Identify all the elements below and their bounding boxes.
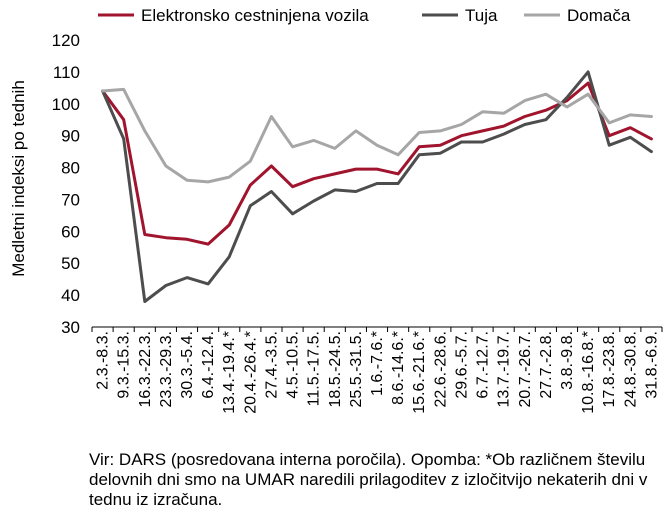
y-tick-label: 110	[53, 63, 80, 82]
x-tick-label: 9.3.-15.3.	[116, 331, 133, 399]
x-tick-label: 20.4.-26.4.*	[242, 331, 259, 414]
legend-label: Elektronsko cestninjena vozila	[141, 6, 369, 25]
y-tick-label: 70	[61, 190, 80, 209]
y-axis-title: Medletni indeksi po tednih	[9, 80, 28, 277]
legend-label: Tuja	[465, 6, 498, 25]
x-tick-label: 15.6.-21.6.*	[411, 331, 428, 414]
x-tick-label: 17.8.-23.8.	[601, 331, 618, 408]
x-tick-label: 31.8.-6.9.	[643, 331, 660, 399]
x-tick-label: 6.4.-12.4.	[200, 331, 217, 399]
y-tick-label: 60	[61, 222, 80, 241]
axes: 30 40 50 60 70 80 90 100 110 120 Medletni indeksi …	[9, 31, 663, 414]
x-tick-label: 25.5.-31.5.	[348, 331, 365, 408]
x-tick-label: 24.8.-30.8.	[622, 331, 639, 408]
series-lines	[101, 70, 653, 303]
x-tick-label: 13.7.-19.7.	[496, 331, 513, 408]
y-tick-label: 40	[61, 286, 80, 305]
x-tick-label: 10.8.-16.8.*	[580, 331, 597, 414]
x-tick-label: 2.3.-8.3.	[95, 331, 112, 390]
x-tick-label: 23.3.-29.3.	[158, 331, 175, 408]
x-tick-label: 8.6.-14.6.*	[390, 331, 407, 405]
y-tick-label: 120	[52, 31, 80, 50]
x-tick-label: 22.6.-28.6.	[432, 331, 449, 408]
line-chart: Elektronsko cestninjena vozila Tuja Domača…	[9, 6, 663, 414]
y-tick-label: 50	[61, 254, 80, 273]
x-tick-label: 18.5.-24.5.	[327, 331, 344, 408]
x-tick-label: 30.3.-5.4.	[179, 331, 196, 399]
x-tick-label: 13.4.-19.4.*	[221, 331, 238, 414]
x-tick-label: 3.8.-9.8.	[559, 331, 576, 390]
x-tick-label: 6.7.-12.7.	[475, 331, 492, 399]
x-tick-label: 1.6.-7.6.*	[369, 331, 386, 396]
series-line	[101, 70, 653, 303]
y-tick-label: 90	[61, 127, 80, 146]
x-tick-label: 27.4.-3.5.	[263, 331, 280, 399]
y-tick-label: 80	[61, 159, 80, 178]
y-tick-label: 100	[52, 95, 80, 114]
source-note: Vir: DARS (posredovana interna poročila)…	[89, 450, 648, 509]
x-tick-label: 20.7.-26.7.	[517, 331, 534, 408]
legend-label: Domača	[567, 6, 631, 25]
y-tick-label: 30	[61, 318, 80, 337]
legend: Elektronsko cestninjena vozila Tuja Domača	[98, 6, 631, 25]
x-tick-label: 4.5.-10.5.	[285, 331, 302, 399]
x-tick-label: 29.6.-5.7.	[453, 331, 470, 399]
x-tick-label: 11.5.-17.5.	[306, 331, 323, 406]
x-tick-label: 27.7.-2.8.	[538, 331, 555, 399]
series-line	[101, 87, 653, 184]
x-tick-label: 16.3.-22.3.	[137, 331, 154, 408]
